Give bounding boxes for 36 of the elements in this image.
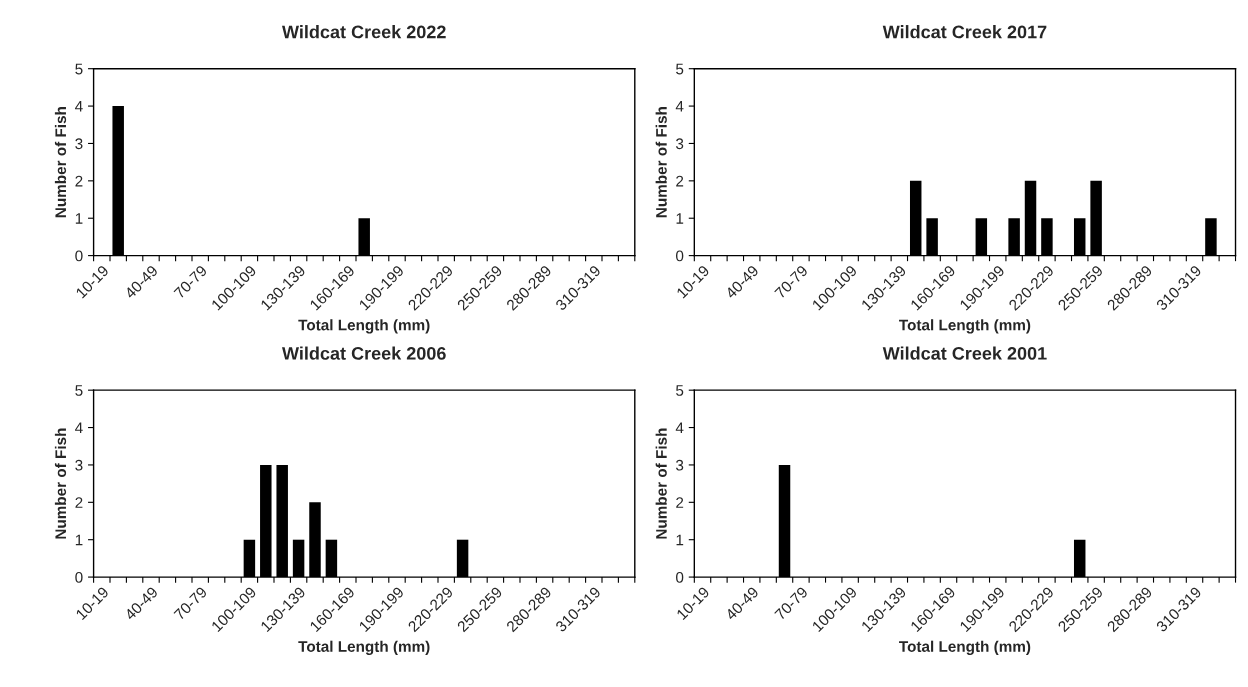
y-tick-label: 4 (675, 101, 684, 112)
y-tick-label: 0 (676, 250, 684, 262)
x-axis-title: Total Length (mm) (899, 319, 1031, 334)
y-tick-label: 1 (75, 213, 83, 224)
chart-title: Wildcat Creek 2001 (882, 346, 1047, 360)
y-tick-label: 3 (676, 459, 684, 471)
y-tick-label: 2 (75, 175, 83, 187)
y-tick-label: 2 (676, 497, 684, 508)
y-tick-label: 1 (75, 534, 83, 546)
y-tick-label: 3 (75, 459, 83, 471)
x-axis-title: Total Length (mm) (899, 640, 1031, 655)
y-axis-title: Number of Fish (54, 107, 67, 218)
y-tick-label: 3 (75, 138, 83, 150)
y-axis-title: Number of Fish (655, 428, 667, 539)
chart-title: Wildcat Creek 2017 (882, 25, 1047, 39)
x-axis-title: Total Length (mm) (298, 640, 430, 655)
x-axis-title: Total Length (mm) (298, 319, 430, 334)
y-tick-label: 0 (75, 571, 83, 583)
y-axis-title: Number of Fish (655, 107, 667, 218)
y-tick-label: 3 (676, 138, 684, 150)
y-tick-label: 4 (75, 422, 83, 434)
y-axis-title: Number of Fish (54, 428, 67, 539)
y-tick-label: 2 (676, 175, 684, 187)
y-tick-label: 5 (676, 63, 684, 75)
y-tick-label: 2 (75, 497, 83, 508)
chart-title: Wildcat Creek 2022 (282, 25, 446, 39)
y-tick-label: 5 (676, 385, 684, 396)
y-tick-label: 5 (75, 385, 83, 396)
y-tick-label: 4 (75, 101, 83, 112)
y-tick-label: 0 (676, 571, 684, 583)
y-tick-label: 1 (676, 213, 684, 224)
y-tick-label: 0 (75, 250, 83, 262)
y-tick-label: 5 (75, 63, 83, 75)
y-tick-label: 4 (675, 422, 684, 434)
y-tick-label: 1 (676, 534, 684, 546)
chart-title: Wildcat Creek 2006 (282, 346, 446, 360)
